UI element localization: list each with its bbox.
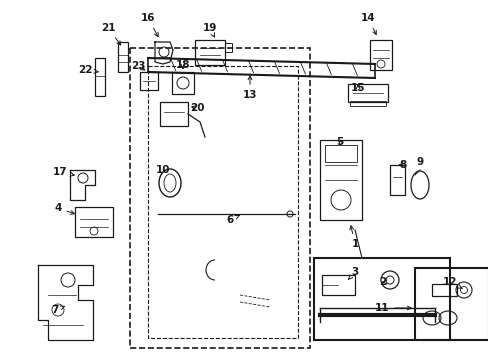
Text: 7: 7 (51, 305, 64, 315)
Bar (140, 72, 158, 90)
Text: 20: 20 (189, 103, 204, 113)
Text: 12: 12 (442, 277, 462, 289)
Bar (431, 284, 456, 296)
Bar (195, 40, 224, 65)
Text: 3: 3 (348, 267, 358, 279)
Text: 15: 15 (350, 83, 365, 93)
Text: 17: 17 (53, 167, 74, 177)
Text: 1: 1 (349, 226, 358, 249)
Text: 2: 2 (379, 277, 386, 287)
Bar (369, 40, 391, 70)
Bar (224, 43, 231, 52)
Bar (160, 102, 187, 126)
Text: 6: 6 (226, 215, 239, 225)
Bar (349, 101, 385, 106)
Bar (414, 268, 488, 340)
Text: 21: 21 (101, 23, 121, 45)
Bar (130, 48, 309, 348)
Text: 10: 10 (156, 165, 170, 175)
Text: 14: 14 (360, 13, 375, 35)
Bar (347, 84, 387, 102)
Bar (321, 275, 354, 295)
Text: 13: 13 (242, 76, 257, 100)
Bar (172, 72, 194, 94)
Text: 16: 16 (141, 13, 158, 37)
Text: 9: 9 (416, 157, 423, 167)
Bar (148, 66, 297, 338)
Bar (389, 165, 404, 195)
Bar (75, 207, 113, 237)
Text: 23: 23 (130, 61, 145, 71)
Text: 4: 4 (54, 203, 74, 214)
Bar (95, 58, 105, 96)
Text: 19: 19 (203, 23, 217, 37)
Bar (325, 145, 356, 162)
Text: 8: 8 (398, 160, 406, 170)
Bar (319, 140, 361, 220)
Text: 22: 22 (78, 65, 98, 75)
Bar (313, 258, 449, 340)
Text: 18: 18 (175, 60, 190, 70)
Text: 5: 5 (336, 137, 343, 147)
Bar (118, 42, 128, 72)
Text: 11: 11 (374, 303, 410, 313)
